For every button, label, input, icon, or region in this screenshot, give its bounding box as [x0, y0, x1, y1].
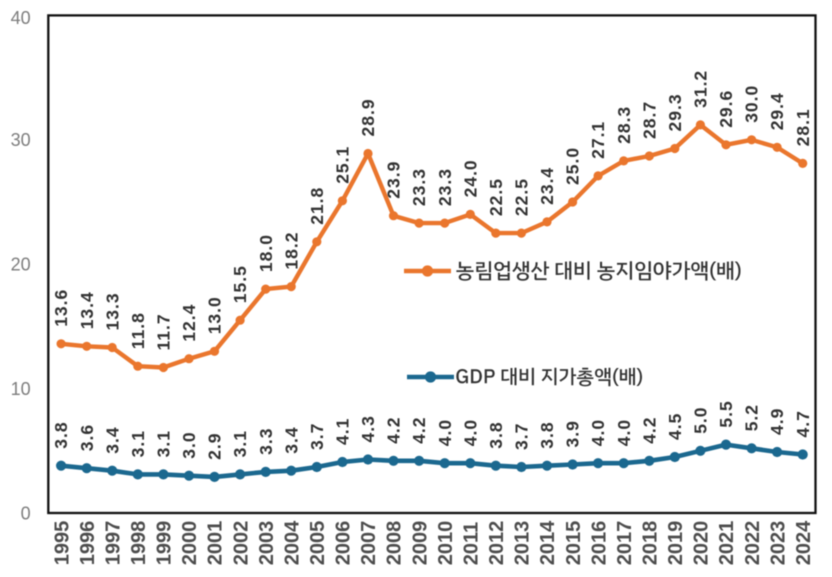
svg-text:29.3: 29.3 — [665, 93, 685, 131]
svg-text:4.0: 4.0 — [614, 419, 634, 446]
svg-text:2010: 2010 — [435, 521, 457, 566]
svg-text:2000: 2000 — [179, 521, 201, 566]
svg-text:3.8: 3.8 — [51, 421, 71, 448]
svg-text:3.1: 3.1 — [230, 430, 250, 457]
svg-text:2024: 2024 — [793, 520, 815, 565]
svg-text:11.7: 11.7 — [154, 313, 174, 350]
svg-text:2009: 2009 — [409, 521, 431, 566]
svg-text:27.1: 27.1 — [588, 121, 608, 159]
svg-text:2020: 2020 — [691, 521, 713, 566]
svg-text:25.0: 25.0 — [563, 147, 583, 185]
svg-text:2017: 2017 — [614, 521, 636, 566]
svg-text:29.4: 29.4 — [767, 92, 787, 130]
svg-text:1996: 1996 — [77, 521, 99, 566]
svg-text:13.6: 13.6 — [51, 289, 71, 327]
svg-text:4.2: 4.2 — [409, 416, 429, 443]
svg-text:2021: 2021 — [716, 521, 738, 566]
svg-text:28.9: 28.9 — [358, 98, 378, 136]
svg-text:1998: 1998 — [128, 521, 150, 566]
svg-text:25.1: 25.1 — [333, 146, 353, 184]
svg-text:22.5: 22.5 — [486, 178, 506, 216]
svg-text:29.6: 29.6 — [716, 90, 736, 128]
svg-text:40: 40 — [11, 8, 31, 28]
svg-text:5.5: 5.5 — [716, 400, 736, 427]
svg-text:2002: 2002 — [230, 521, 252, 566]
svg-text:23.9: 23.9 — [384, 161, 404, 199]
svg-text:24.0: 24.0 — [460, 159, 480, 197]
svg-text:20: 20 — [11, 255, 31, 275]
svg-text:2023: 2023 — [767, 521, 789, 566]
svg-text:2001: 2001 — [205, 521, 227, 566]
svg-text:21.8: 21.8 — [307, 187, 327, 225]
svg-text:28.7: 28.7 — [639, 101, 659, 139]
svg-text:28.3: 28.3 — [614, 106, 634, 144]
svg-text:2012: 2012 — [486, 521, 508, 566]
svg-text:4.3: 4.3 — [358, 415, 378, 442]
svg-text:3.4: 3.4 — [281, 426, 301, 453]
svg-text:4.5: 4.5 — [665, 413, 685, 440]
svg-text:1999: 1999 — [154, 521, 176, 566]
svg-text:22.5: 22.5 — [512, 178, 532, 216]
svg-text:4.9: 4.9 — [767, 408, 787, 435]
svg-text:4.7: 4.7 — [793, 410, 813, 437]
svg-text:2014: 2014 — [537, 520, 559, 565]
svg-text:3.8: 3.8 — [486, 421, 506, 448]
svg-text:2013: 2013 — [512, 521, 534, 566]
svg-text:2022: 2022 — [742, 521, 764, 566]
svg-text:1997: 1997 — [102, 521, 124, 566]
svg-text:4.1: 4.1 — [333, 418, 353, 445]
svg-text:23.3: 23.3 — [409, 168, 429, 206]
svg-text:3.7: 3.7 — [512, 423, 532, 450]
svg-text:5.0: 5.0 — [691, 406, 711, 433]
svg-text:1995: 1995 — [51, 521, 73, 566]
svg-text:12.4: 12.4 — [179, 304, 199, 342]
svg-text:2018: 2018 — [640, 521, 662, 566]
svg-text:4.0: 4.0 — [588, 419, 608, 446]
svg-text:13.3: 13.3 — [102, 292, 122, 330]
svg-text:2011: 2011 — [461, 522, 483, 565]
svg-text:2004: 2004 — [281, 520, 303, 565]
svg-text:4.0: 4.0 — [460, 419, 480, 446]
svg-text:5.2: 5.2 — [742, 404, 762, 431]
svg-text:2016: 2016 — [588, 521, 610, 566]
svg-text:23.4: 23.4 — [537, 167, 557, 205]
svg-text:3.7: 3.7 — [307, 423, 327, 450]
svg-text:2019: 2019 — [665, 521, 687, 566]
svg-text:3.1: 3.1 — [128, 430, 148, 457]
svg-text:2005: 2005 — [307, 521, 329, 566]
svg-text:2015: 2015 — [563, 521, 585, 566]
svg-text:30: 30 — [11, 130, 31, 150]
svg-text:0: 0 — [21, 503, 31, 523]
svg-text:28.1: 28.1 — [793, 108, 813, 146]
svg-text:2.9: 2.9 — [205, 433, 225, 460]
svg-text:11.8: 11.8 — [128, 312, 148, 349]
svg-text:2006: 2006 — [333, 521, 355, 566]
svg-text:18.0: 18.0 — [256, 234, 276, 272]
svg-text:3.3: 3.3 — [256, 428, 276, 455]
svg-text:2007: 2007 — [358, 521, 380, 566]
svg-text:4.2: 4.2 — [384, 416, 404, 443]
svg-text:3.8: 3.8 — [537, 421, 557, 448]
svg-text:2008: 2008 — [384, 521, 406, 566]
svg-text:15.5: 15.5 — [230, 265, 250, 303]
svg-text:2003: 2003 — [256, 521, 278, 566]
svg-text:30.0: 30.0 — [742, 85, 762, 123]
svg-text:31.2: 31.2 — [691, 70, 711, 108]
svg-text:3.9: 3.9 — [563, 420, 583, 447]
svg-text:3.1: 3.1 — [154, 430, 174, 457]
svg-text:4.0: 4.0 — [435, 419, 455, 446]
svg-text:13.4: 13.4 — [77, 291, 97, 329]
svg-text:3.6: 3.6 — [77, 424, 97, 451]
svg-text:3.0: 3.0 — [179, 431, 199, 458]
svg-text:13.0: 13.0 — [205, 296, 225, 334]
svg-text:18.2: 18.2 — [281, 232, 301, 270]
svg-text:23.3: 23.3 — [435, 168, 455, 206]
svg-text:4.2: 4.2 — [639, 416, 659, 443]
svg-text:3.4: 3.4 — [102, 426, 122, 453]
svg-text:10: 10 — [11, 379, 31, 399]
